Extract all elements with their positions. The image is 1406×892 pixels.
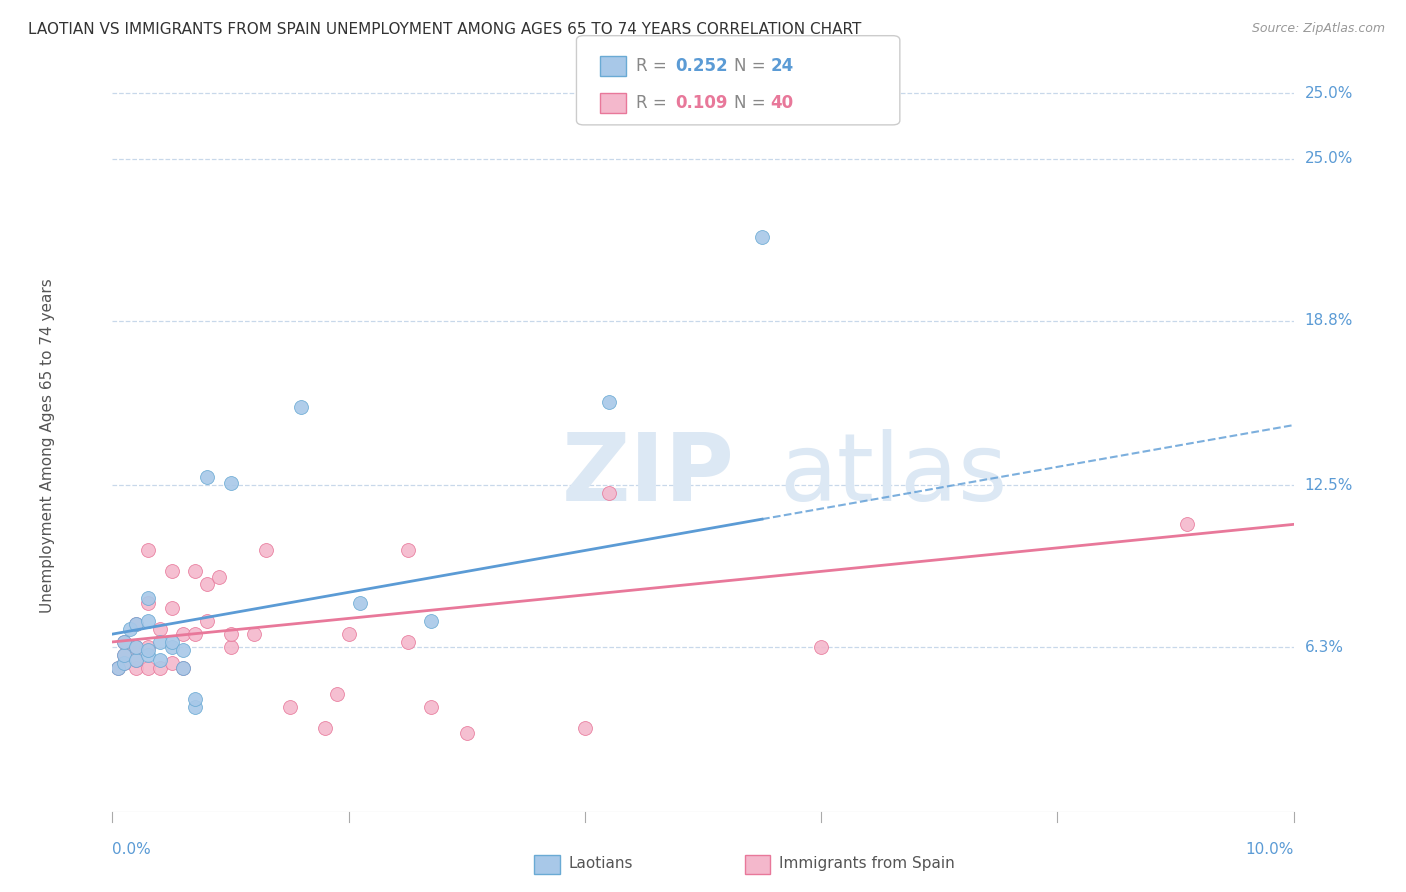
Laotians bbox=[160, 635, 183, 649]
Text: 0.0%: 0.0% bbox=[112, 842, 152, 857]
Immigrants from Spain bbox=[456, 726, 478, 740]
Laotians bbox=[136, 591, 159, 605]
Immigrants from Spain bbox=[208, 569, 231, 583]
Laotians bbox=[219, 475, 242, 490]
Immigrants from Spain bbox=[195, 614, 218, 628]
Text: LAOTIAN VS IMMIGRANTS FROM SPAIN UNEMPLOYMENT AMONG AGES 65 TO 74 YEARS CORRELAT: LAOTIAN VS IMMIGRANTS FROM SPAIN UNEMPLO… bbox=[28, 22, 862, 37]
Text: Unemployment Among Ages 65 to 74 years: Unemployment Among Ages 65 to 74 years bbox=[39, 278, 55, 614]
Immigrants from Spain bbox=[1175, 517, 1198, 532]
Immigrants from Spain bbox=[396, 543, 419, 558]
Immigrants from Spain bbox=[160, 565, 183, 579]
Text: 0.252: 0.252 bbox=[675, 57, 727, 75]
Immigrants from Spain bbox=[112, 635, 135, 649]
Immigrants from Spain bbox=[598, 486, 620, 500]
Text: 6.3%: 6.3% bbox=[1305, 640, 1344, 655]
Immigrants from Spain bbox=[420, 700, 443, 714]
Laotians bbox=[125, 616, 148, 631]
Text: R =: R = bbox=[636, 94, 672, 112]
Text: 40: 40 bbox=[770, 94, 793, 112]
Text: 18.8%: 18.8% bbox=[1305, 313, 1353, 328]
Immigrants from Spain bbox=[149, 622, 172, 636]
Immigrants from Spain bbox=[136, 543, 159, 558]
Laotians bbox=[598, 394, 620, 409]
Laotians bbox=[107, 661, 129, 675]
Text: 24: 24 bbox=[770, 57, 794, 75]
Immigrants from Spain bbox=[219, 627, 242, 641]
Immigrants from Spain bbox=[149, 661, 172, 675]
Text: N =: N = bbox=[734, 57, 770, 75]
Immigrants from Spain bbox=[184, 627, 207, 641]
Laotians bbox=[149, 653, 172, 667]
Laotians bbox=[149, 635, 172, 649]
Immigrants from Spain bbox=[278, 700, 301, 714]
Laotians bbox=[349, 596, 371, 610]
Text: N =: N = bbox=[734, 94, 770, 112]
Laotians bbox=[125, 653, 148, 667]
Immigrants from Spain bbox=[172, 627, 194, 641]
Laotians bbox=[136, 614, 159, 628]
Immigrants from Spain bbox=[326, 687, 349, 701]
Immigrants from Spain bbox=[125, 661, 148, 675]
Text: 12.5%: 12.5% bbox=[1305, 478, 1353, 492]
Immigrants from Spain bbox=[243, 627, 266, 641]
Immigrants from Spain bbox=[125, 640, 148, 655]
Immigrants from Spain bbox=[160, 656, 183, 670]
Laotians bbox=[112, 648, 135, 662]
Immigrants from Spain bbox=[810, 640, 832, 655]
Laotians bbox=[160, 640, 183, 655]
Laotians bbox=[112, 635, 135, 649]
Immigrants from Spain bbox=[574, 721, 596, 735]
Text: 25.0%: 25.0% bbox=[1305, 86, 1353, 101]
Immigrants from Spain bbox=[337, 627, 360, 641]
Immigrants from Spain bbox=[125, 616, 148, 631]
Immigrants from Spain bbox=[136, 640, 159, 655]
Immigrants from Spain bbox=[136, 596, 159, 610]
Laotians bbox=[172, 661, 194, 675]
Text: Source: ZipAtlas.com: Source: ZipAtlas.com bbox=[1251, 22, 1385, 36]
Immigrants from Spain bbox=[396, 635, 419, 649]
Text: 0.109: 0.109 bbox=[675, 94, 727, 112]
Laotians bbox=[184, 700, 207, 714]
Immigrants from Spain bbox=[254, 543, 277, 558]
Laotians bbox=[136, 642, 159, 657]
Laotians bbox=[125, 640, 148, 655]
Immigrants from Spain bbox=[172, 661, 194, 675]
Text: Laotians: Laotians bbox=[568, 856, 633, 871]
Immigrants from Spain bbox=[219, 640, 242, 655]
Immigrants from Spain bbox=[112, 656, 135, 670]
Immigrants from Spain bbox=[195, 577, 218, 591]
Laotians bbox=[136, 648, 159, 662]
Immigrants from Spain bbox=[160, 601, 183, 615]
Text: Immigrants from Spain: Immigrants from Spain bbox=[779, 856, 955, 871]
Immigrants from Spain bbox=[136, 661, 159, 675]
Text: 10.0%: 10.0% bbox=[1246, 842, 1294, 857]
Text: ZIP: ZIP bbox=[561, 429, 734, 521]
Laotians bbox=[184, 692, 207, 706]
Laotians bbox=[290, 400, 312, 414]
Laotians bbox=[112, 656, 135, 670]
Laotians bbox=[120, 622, 142, 636]
Laotians bbox=[751, 230, 773, 244]
Immigrants from Spain bbox=[125, 653, 148, 667]
Text: atlas: atlas bbox=[780, 429, 1008, 521]
Immigrants from Spain bbox=[107, 661, 129, 675]
Laotians bbox=[420, 614, 443, 628]
Immigrants from Spain bbox=[314, 721, 336, 735]
Text: R =: R = bbox=[636, 57, 672, 75]
Immigrants from Spain bbox=[184, 565, 207, 579]
Laotians bbox=[195, 470, 218, 484]
Immigrants from Spain bbox=[112, 648, 135, 662]
Text: 25.0%: 25.0% bbox=[1305, 151, 1353, 166]
Laotians bbox=[172, 642, 194, 657]
